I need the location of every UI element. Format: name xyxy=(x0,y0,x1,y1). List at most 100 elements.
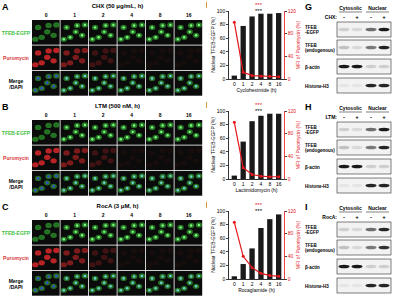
svg-text:40: 40 xyxy=(220,149,226,155)
svg-text:-EGFP: -EGFP xyxy=(305,130,319,135)
svg-text:Cycloheximide (h): Cycloheximide (h) xyxy=(236,87,276,93)
svg-text:4: 4 xyxy=(130,12,133,18)
svg-text:MFI of Puromycin (%): MFI of Puromycin (%) xyxy=(295,20,301,69)
svg-text:-: - xyxy=(370,214,372,220)
svg-text:TFEB-EGFP: TFEB-EGFP xyxy=(2,230,31,236)
svg-text:-EGFP: -EGFP xyxy=(305,30,319,35)
svg-text:***: *** xyxy=(255,8,263,14)
svg-text:40: 40 xyxy=(220,249,226,255)
svg-text:(endogenous): (endogenous) xyxy=(305,48,335,53)
svg-text:G: G xyxy=(305,2,312,12)
svg-text:RocA:: RocA: xyxy=(322,214,337,220)
svg-text:(endogenous): (endogenous) xyxy=(305,248,335,253)
svg-text:0: 0 xyxy=(288,76,291,82)
svg-text:Nuclear TFEB-EGFP (%): Nuclear TFEB-EGFP (%) xyxy=(210,117,216,173)
svg-text:0: 0 xyxy=(288,276,291,282)
svg-text:100: 100 xyxy=(217,108,226,114)
svg-text:TFEB: TFEB xyxy=(305,25,317,30)
svg-text:Rocaglamide (h): Rocaglamide (h) xyxy=(238,287,275,293)
svg-text:2: 2 xyxy=(102,12,105,18)
svg-text:Nuclear: Nuclear xyxy=(368,105,386,111)
svg-text:8: 8 xyxy=(159,212,162,218)
svg-text:TFEB: TFEB xyxy=(305,125,317,130)
svg-text:60: 60 xyxy=(220,135,226,141)
svg-text:MFI of Puromycin (%): MFI of Puromycin (%) xyxy=(295,220,301,269)
svg-text:16: 16 xyxy=(276,281,282,287)
svg-text:2: 2 xyxy=(102,112,105,118)
svg-text:8: 8 xyxy=(268,81,271,87)
svg-text:LTM:: LTM: xyxy=(325,114,337,120)
svg-text:8: 8 xyxy=(268,181,271,187)
svg-text:RocA (3 μM, h): RocA (3 μM, h) xyxy=(97,203,139,209)
svg-text:TFEB: TFEB xyxy=(305,43,317,48)
svg-text:Nuclear: Nuclear xyxy=(368,205,386,211)
svg-text:-: - xyxy=(370,14,372,20)
svg-text:CHX (50 μg/mL, h): CHX (50 μg/mL, h) xyxy=(92,3,144,9)
svg-text:120: 120 xyxy=(288,208,297,214)
svg-text:Cytosolic: Cytosolic xyxy=(339,5,362,11)
svg-text:0: 0 xyxy=(45,12,48,18)
svg-text:60: 60 xyxy=(220,235,226,241)
svg-text:Histone-H3: Histone-H3 xyxy=(305,284,329,289)
svg-text:/DAPI: /DAPI xyxy=(9,84,23,90)
svg-text:40: 40 xyxy=(288,153,294,159)
svg-text:20: 20 xyxy=(220,62,226,68)
svg-text:2: 2 xyxy=(251,81,254,87)
svg-text:TFEB: TFEB xyxy=(305,243,317,248)
svg-text:/DAPI: /DAPI xyxy=(9,284,23,290)
svg-text:Cytosolic: Cytosolic xyxy=(339,105,362,111)
svg-text:16: 16 xyxy=(186,112,192,118)
svg-text:80: 80 xyxy=(220,221,226,227)
svg-text:0: 0 xyxy=(233,281,236,287)
svg-text:Puromycin: Puromycin xyxy=(3,55,29,61)
svg-text:-: - xyxy=(343,214,345,220)
svg-text:Puromycin: Puromycin xyxy=(3,155,29,161)
svg-text:MFI of Puromycin (%): MFI of Puromycin (%) xyxy=(295,120,301,169)
svg-text:C: C xyxy=(2,202,9,212)
svg-text:-: - xyxy=(343,14,345,20)
svg-text:Histone-H3: Histone-H3 xyxy=(305,84,329,89)
svg-text:***: *** xyxy=(255,208,263,214)
svg-text:2: 2 xyxy=(102,212,105,218)
svg-text:8: 8 xyxy=(159,12,162,18)
svg-text:20: 20 xyxy=(220,162,226,168)
svg-text:Nuclear TFEB-EGFP (%): Nuclear TFEB-EGFP (%) xyxy=(210,17,216,73)
svg-text:1: 1 xyxy=(242,181,245,187)
svg-text:B: B xyxy=(2,102,9,112)
svg-text:0: 0 xyxy=(288,176,291,182)
svg-text:80: 80 xyxy=(288,30,294,36)
svg-text:1: 1 xyxy=(242,281,245,287)
svg-text:(endogenous): (endogenous) xyxy=(305,148,335,153)
svg-text:1: 1 xyxy=(73,12,76,18)
svg-text:-: - xyxy=(370,114,372,120)
svg-text:2: 2 xyxy=(251,181,254,187)
svg-text:0: 0 xyxy=(222,276,225,282)
svg-text:4: 4 xyxy=(130,212,133,218)
svg-text:1: 1 xyxy=(73,212,76,218)
svg-text:16: 16 xyxy=(186,12,192,18)
svg-text:0: 0 xyxy=(233,81,236,87)
svg-text:+: + xyxy=(382,14,386,20)
svg-text:40: 40 xyxy=(288,53,294,59)
svg-text:8: 8 xyxy=(268,281,271,287)
svg-text:***: *** xyxy=(255,2,263,8)
svg-text:β-actin: β-actin xyxy=(305,265,320,270)
svg-text:CHX:: CHX: xyxy=(325,14,338,20)
svg-text:80: 80 xyxy=(288,130,294,136)
svg-text:-EGFP: -EGFP xyxy=(305,230,319,235)
svg-text:16: 16 xyxy=(276,81,282,87)
svg-text:16: 16 xyxy=(276,181,282,187)
svg-text:Nuclear: Nuclear xyxy=(368,5,386,11)
svg-text:100: 100 xyxy=(217,8,226,14)
svg-text:+: + xyxy=(382,214,386,220)
svg-text:LTM (500 nM, h): LTM (500 nM, h) xyxy=(95,103,140,109)
svg-text:0: 0 xyxy=(222,176,225,182)
svg-text:/DAPI: /DAPI xyxy=(9,184,23,190)
svg-text:40: 40 xyxy=(288,253,294,259)
svg-text:+: + xyxy=(355,14,359,20)
svg-text:H: H xyxy=(305,102,312,112)
svg-text:Lactimidomycin (h): Lactimidomycin (h) xyxy=(236,187,278,193)
svg-text:1: 1 xyxy=(242,81,245,87)
svg-text:4: 4 xyxy=(260,281,263,287)
svg-text:1: 1 xyxy=(73,112,76,118)
